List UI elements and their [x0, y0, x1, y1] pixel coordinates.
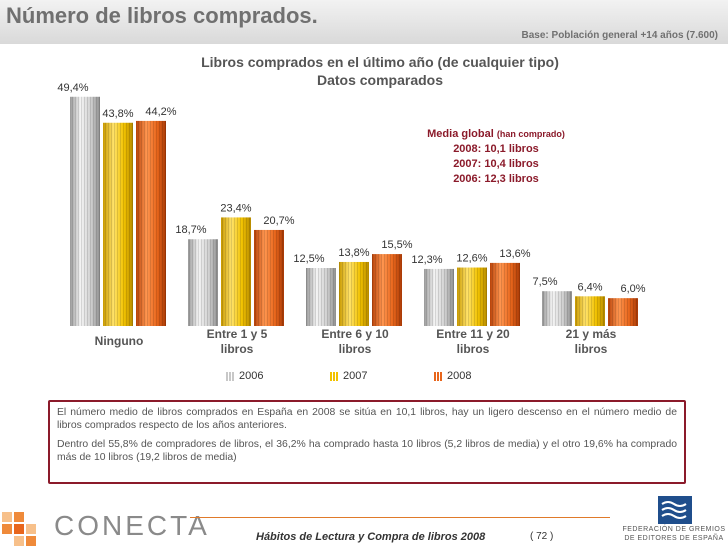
base-note: Base: Población general +14 años (7.600): [521, 30, 718, 41]
footer-divider: [190, 517, 610, 518]
category-label-ninguno: Ninguno: [64, 334, 174, 349]
data-label-2008-entre-11-y-20-libros: 13,6%: [499, 248, 530, 260]
legend-swatch-2008: [434, 371, 443, 381]
bar-texture-2006-entre-6-y-10-libros: [306, 268, 336, 326]
legend-label-2007: 2007: [343, 370, 368, 382]
media-global-heading-sub: (han comprado): [496, 129, 565, 139]
data-label-2008-21-y-m-s-libros: 6,0%: [620, 283, 645, 295]
bar-texture-2008-ninguno: [136, 120, 166, 326]
data-label-2007-entre-6-y-10-libros: 13,8%: [338, 247, 369, 259]
bar-chart: 49,4% 43,8% 44,2% 18,7% 23,4% 20,7% 12,5% 13,8%…: [57, 82, 646, 326]
media-global-2008: 2008: 10,1 libros: [453, 143, 539, 155]
category-label-line: Ninguno: [94, 334, 144, 348]
conecta-logo-squares-icon: [2, 512, 36, 546]
page-title: Número de libros comprados.: [6, 3, 318, 28]
data-label-2008-entre-1-y-5-libros: 20,7%: [263, 215, 294, 227]
federation-name: FEDERACIÓN DE GREMIOS DE EDITORES DE ESP…: [622, 525, 726, 543]
notes-box: El número medio de libros comprados en E…: [48, 400, 686, 484]
note-paragraph-1: El número medio de libros comprados en E…: [57, 407, 677, 431]
bar-texture-2007-ninguno: [103, 122, 133, 326]
bar-texture-2006-ninguno: [70, 96, 100, 326]
conecta-logo: CONECTA: [54, 510, 210, 541]
category-label-entre-1-y-5-libros: Entre 1 y 5 libros: [182, 327, 292, 357]
data-label-2006-21-y-m-s-libros: 7,5%: [532, 276, 557, 288]
note-paragraph-2: Dentro del 55,8% de compradores de libro…: [57, 439, 677, 463]
bar-texture-2008-21-y-m-s-libros: [608, 298, 638, 326]
legend-label-2008: 2008: [447, 370, 472, 382]
category-label-line: 21 y más: [565, 327, 617, 341]
bar-texture-2006-entre-11-y-20-libros: [424, 268, 454, 326]
media-global-box: Media global (han comprado) 2008: 10,1 l…: [422, 127, 570, 187]
category-label-entre-11-y-20-libros: Entre 11 y 20 libros: [418, 327, 528, 357]
category-label-21-y-m-s-libros: 21 y más libros: [536, 327, 646, 357]
bar-texture-2007-21-y-m-s-libros: [575, 296, 605, 326]
category-label-line: libros: [220, 342, 254, 356]
federation-logo-icon: [658, 496, 692, 524]
data-label-2007-entre-1-y-5-libros: 23,4%: [220, 202, 251, 214]
bar-texture-2007-entre-11-y-20-libros: [457, 267, 487, 326]
category-label-line: libros: [574, 342, 608, 356]
category-label-line: Entre 6 y 10: [321, 327, 389, 341]
category-label-line: libros: [456, 342, 490, 356]
legend-label-2006: 2006: [239, 370, 264, 382]
federation-line-2: DE EDITORES DE ESPAÑA: [624, 535, 724, 542]
data-label-2007-entre-11-y-20-libros: 12,6%: [456, 253, 487, 265]
legend-item-2007: 2007: [330, 370, 367, 382]
data-label-2006-entre-11-y-20-libros: 12,3%: [411, 254, 442, 266]
data-label-2008-ninguno: 44,2%: [145, 106, 176, 118]
chart-title: Libros comprados en el último año (de cu…: [201, 54, 559, 70]
data-label-2006-entre-1-y-5-libros: 18,7%: [175, 224, 206, 236]
bar-texture-2006-21-y-m-s-libros: [542, 291, 572, 326]
legend-item-2008: 2008: [434, 370, 471, 382]
federation-line-1: FEDERACIÓN DE GREMIOS: [622, 526, 726, 533]
media-global-heading: Media global: [427, 128, 494, 140]
legend-swatch-2007: [330, 371, 339, 381]
category-label-entre-6-y-10-libros: Entre 6 y 10 libros: [300, 327, 410, 357]
media-global-2007: 2007: 10,4 libros: [453, 158, 539, 170]
data-label-2008-entre-6-y-10-libros: 15,5%: [381, 239, 412, 251]
legend-swatch-2006: [226, 371, 235, 381]
title-bar: [0, 0, 728, 44]
chart-subtitle: Datos comparados: [316, 72, 444, 88]
bar-texture-2008-entre-6-y-10-libros: [372, 254, 402, 326]
category-label-line: Entre 11 y 20: [436, 327, 510, 341]
bar-texture-2006-entre-1-y-5-libros: [188, 239, 218, 326]
bar-texture-2007-entre-1-y-5-libros: [221, 217, 251, 326]
data-label-2007-21-y-m-s-libros: 6,4%: [577, 281, 602, 293]
bar-texture-2008-entre-1-y-5-libros: [254, 229, 284, 326]
footer-page-number: ( 72 ): [530, 531, 554, 542]
footer-publication: Hábitos de Lectura y Compra de libros 20…: [256, 531, 486, 543]
bar-texture-2007-entre-6-y-10-libros: [339, 261, 369, 326]
bar-texture-2008-entre-11-y-20-libros: [490, 262, 520, 326]
data-label-2006-ninguno: 49,4%: [57, 82, 88, 94]
data-label-2007-ninguno: 43,8%: [102, 108, 133, 120]
category-label-line: Entre 1 y 5: [206, 327, 268, 341]
category-label-line: libros: [338, 342, 372, 356]
legend-item-2006: 2006: [226, 370, 263, 382]
data-label-2006-entre-6-y-10-libros: 12,5%: [293, 253, 324, 265]
media-global-2006: 2006: 12,3 libros: [453, 173, 539, 185]
